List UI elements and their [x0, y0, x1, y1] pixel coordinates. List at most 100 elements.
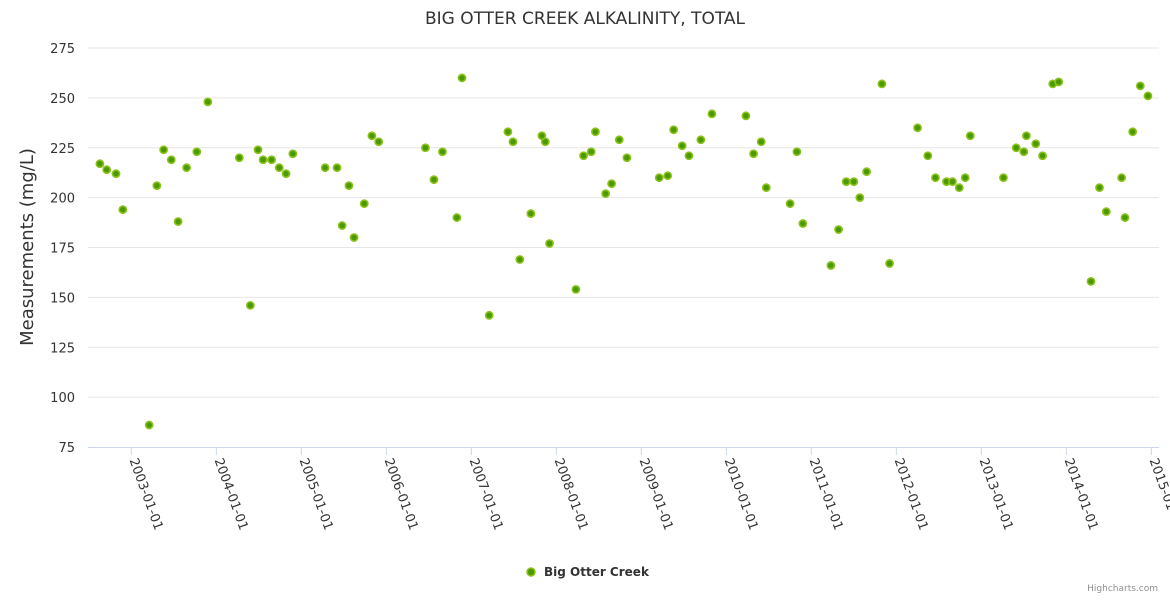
- data-point[interactable]: [960, 173, 970, 183]
- data-point[interactable]: [288, 149, 298, 159]
- data-point[interactable]: [684, 151, 694, 161]
- data-point[interactable]: [95, 159, 105, 169]
- data-point[interactable]: [614, 135, 624, 145]
- legend-item-big-otter-creek[interactable]: Big Otter Creek: [544, 565, 650, 579]
- data-point[interactable]: [367, 131, 377, 141]
- data-point[interactable]: [192, 147, 202, 157]
- data-point[interactable]: [332, 163, 342, 173]
- data-point[interactable]: [669, 125, 679, 135]
- data-point[interactable]: [182, 163, 191, 173]
- data-point[interactable]: [677, 141, 687, 151]
- data-point[interactable]: [267, 155, 276, 165]
- data-point[interactable]: [1101, 207, 1111, 216]
- data-point[interactable]: [374, 137, 384, 147]
- data-point[interactable]: [152, 181, 162, 191]
- data-point[interactable]: [798, 219, 808, 228]
- data-point[interactable]: [1086, 277, 1096, 286]
- data-point[interactable]: [877, 79, 887, 89]
- x-tick-label: 2008-01-01: [551, 456, 591, 532]
- data-point[interactable]: [545, 239, 554, 248]
- data-point[interactable]: [622, 153, 632, 163]
- data-point[interactable]: [1143, 91, 1153, 101]
- data-point[interactable]: [234, 153, 244, 163]
- data-point[interactable]: [438, 147, 447, 157]
- data-point[interactable]: [118, 205, 128, 214]
- data-point[interactable]: [885, 259, 894, 268]
- data-point[interactable]: [1022, 131, 1031, 141]
- data-point[interactable]: [834, 225, 843, 234]
- data-point[interactable]: [749, 149, 758, 159]
- data-point[interactable]: [1054, 77, 1064, 87]
- data-point[interactable]: [696, 135, 706, 145]
- data-point[interactable]: [601, 189, 611, 199]
- data-point[interactable]: [965, 131, 975, 141]
- data-point[interactable]: [849, 177, 859, 187]
- data-point[interactable]: [1038, 151, 1047, 161]
- data-point[interactable]: [320, 163, 330, 173]
- data-point[interactable]: [503, 127, 513, 137]
- x-tick-label: 2010-01-01: [721, 456, 761, 532]
- data-point[interactable]: [159, 145, 169, 155]
- data-point[interactable]: [173, 217, 183, 226]
- data-point[interactable]: [571, 284, 581, 294]
- data-point[interactable]: [281, 169, 291, 179]
- data-point[interactable]: [1117, 173, 1126, 183]
- data-point[interactable]: [1019, 147, 1029, 157]
- data-point[interactable]: [923, 151, 933, 161]
- data-point[interactable]: [540, 137, 550, 147]
- data-point[interactable]: [144, 420, 154, 430]
- credits-link[interactable]: Highcharts.com: [1087, 584, 1158, 594]
- data-point[interactable]: [1128, 127, 1138, 137]
- data-point[interactable]: [954, 183, 964, 193]
- data-point[interactable]: [508, 137, 518, 147]
- data-point[interactable]: [1120, 213, 1130, 222]
- data-point[interactable]: [761, 183, 771, 193]
- data-point[interactable]: [421, 143, 430, 153]
- data-point[interactable]: [862, 167, 871, 177]
- data-point[interactable]: [526, 209, 536, 218]
- data-point[interactable]: [948, 177, 957, 187]
- data-point[interactable]: [999, 173, 1008, 183]
- data-point[interactable]: [855, 193, 865, 203]
- data-point[interactable]: [452, 213, 462, 222]
- data-point[interactable]: [654, 173, 664, 183]
- data-point[interactable]: [274, 163, 284, 173]
- data-point[interactable]: [1095, 183, 1104, 193]
- data-point[interactable]: [337, 221, 347, 230]
- data-point[interactable]: [826, 261, 836, 270]
- data-point[interactable]: [102, 165, 112, 175]
- data-point[interactable]: [245, 300, 255, 310]
- data-point[interactable]: [1031, 139, 1041, 149]
- data-point[interactable]: [457, 73, 467, 83]
- data-point[interactable]: [792, 147, 802, 157]
- data-point[interactable]: [841, 177, 851, 187]
- data-point[interactable]: [515, 255, 525, 264]
- data-point[interactable]: [586, 147, 596, 157]
- data-point[interactable]: [349, 233, 359, 242]
- data-point[interactable]: [344, 181, 354, 191]
- data-point[interactable]: [931, 173, 940, 183]
- data-point[interactable]: [756, 137, 766, 147]
- data-point[interactable]: [111, 169, 121, 179]
- data-point[interactable]: [166, 155, 176, 165]
- data-point[interactable]: [1135, 81, 1145, 91]
- data-point[interactable]: [253, 145, 263, 155]
- data-point[interactable]: [607, 179, 616, 189]
- data-point[interactable]: [663, 171, 673, 181]
- data-point[interactable]: [785, 199, 795, 209]
- legend[interactable]: Big Otter Creek: [526, 565, 650, 579]
- data-point[interactable]: [359, 199, 369, 209]
- y-tick-label: 175: [50, 242, 75, 257]
- data-point[interactable]: [203, 97, 213, 107]
- data-point[interactable]: [484, 310, 494, 320]
- data-point[interactable]: [913, 123, 922, 133]
- data-point[interactable]: [741, 111, 751, 121]
- data-point[interactable]: [591, 127, 600, 137]
- data-point[interactable]: [258, 155, 268, 165]
- data-point[interactable]: [429, 175, 439, 185]
- data-point[interactable]: [579, 151, 588, 161]
- x-tick-label: 2006-01-01: [381, 456, 421, 532]
- x-tick-label: 2013-01-01: [976, 456, 1016, 532]
- data-point[interactable]: [1011, 143, 1021, 153]
- data-point[interactable]: [707, 109, 717, 119]
